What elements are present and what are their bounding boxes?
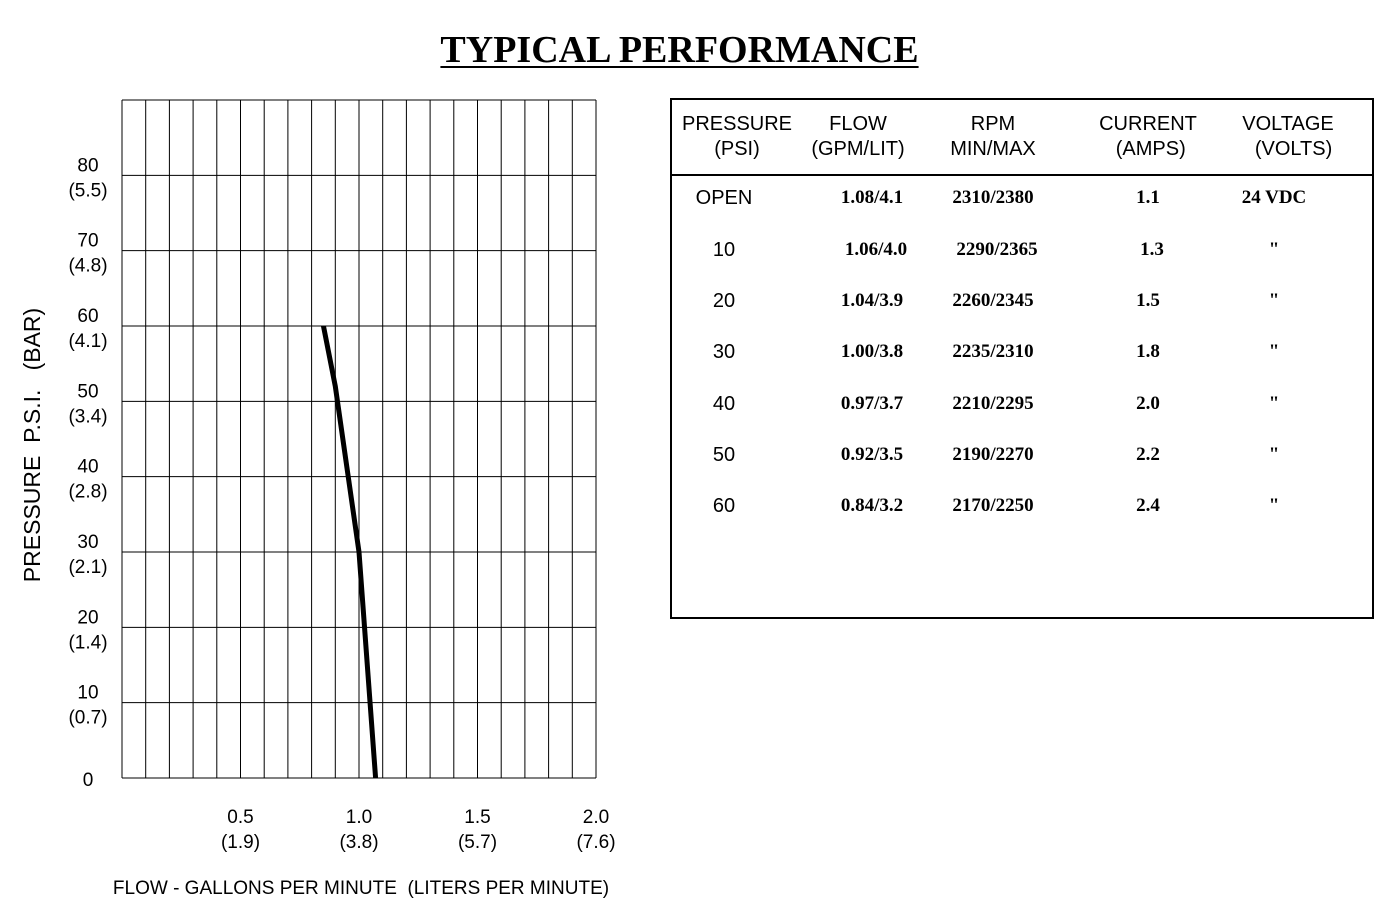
cell-pressure: 50 bbox=[712, 444, 736, 466]
y-tick-label: 0 bbox=[83, 770, 94, 791]
cell-rpm: 2210/2295 bbox=[952, 393, 1034, 414]
x-tick-label: 2.0 bbox=[583, 807, 609, 828]
cell-voltage: 24 VDC bbox=[1241, 187, 1307, 208]
cell-pressure: 30 bbox=[712, 341, 736, 363]
cell-pressure: 10 bbox=[712, 239, 736, 261]
header-rpm-line-1: RPM bbox=[970, 113, 1016, 135]
cell-rpm: 2310/2380 bbox=[952, 187, 1034, 208]
y-tick-label: 70 bbox=[77, 231, 98, 252]
header-current-line-2: (AMPS) bbox=[1110, 138, 1186, 160]
y-tick-sublabel: (4.8) bbox=[68, 256, 107, 277]
table-row: 60 0.84/3.2 2170/2250 2.4 " bbox=[672, 495, 1372, 525]
cell-flow: 1.08/4.1 bbox=[840, 187, 904, 208]
cell-voltage: " bbox=[1268, 393, 1280, 414]
y-tick-label: 60 bbox=[77, 306, 98, 327]
header-pressure-line-2: (PSI) bbox=[714, 138, 760, 160]
y-tick-label: 80 bbox=[77, 155, 98, 176]
header-current-line-1: CURRENT bbox=[1099, 113, 1197, 135]
y-tick-sublabel: (3.4) bbox=[68, 406, 107, 427]
y-tick-sublabel: (5.5) bbox=[68, 180, 107, 201]
cell-rpm: 2190/2270 bbox=[952, 444, 1034, 465]
cell-flow: 0.97/3.7 bbox=[840, 393, 904, 414]
cell-voltage: " bbox=[1268, 290, 1280, 311]
cell-rpm: 2235/2310 bbox=[952, 341, 1034, 362]
cell-rpm: 2260/2345 bbox=[952, 290, 1034, 311]
cell-current: 1.3 bbox=[1140, 239, 1164, 260]
cell-voltage: " bbox=[1268, 341, 1280, 362]
y-tick-sublabel: (2.1) bbox=[68, 557, 107, 578]
table-row: 40 0.97/3.7 2210/2295 2.0 " bbox=[672, 393, 1372, 423]
x-tick-label: 0.5 bbox=[227, 807, 253, 828]
table-row: OPEN 1.08/4.1 2310/2380 1.1 24 VDC bbox=[672, 187, 1372, 217]
chart-series bbox=[320, 325, 379, 779]
cell-pressure: 20 bbox=[712, 290, 736, 312]
y-tick-label: 30 bbox=[77, 532, 98, 553]
header-current: CURRENT (AMPS) bbox=[1083, 112, 1213, 162]
cell-flow: 0.92/3.5 bbox=[840, 444, 904, 465]
cell-flow: 0.84/3.2 bbox=[840, 495, 904, 516]
chart-grid bbox=[121, 99, 597, 779]
y-tick-label: 50 bbox=[77, 381, 98, 402]
cell-pressure: 60 bbox=[712, 495, 736, 517]
header-flow: FLOW (GPM/LIT) bbox=[793, 112, 923, 162]
cell-rpm: 2290/2365 bbox=[956, 239, 1038, 260]
table-header: PRESSURE (PSI) FLOW (GPM/LIT) RPM MIN/MAX CURR… bbox=[672, 100, 1372, 176]
chart-tick-labels: 0 10 (0.7) 20 (1.4) 30 (2.1) 40 (2.8) 50 (3.4) 60 (4… bbox=[68, 155, 615, 853]
x-tick-label: 1.0 bbox=[346, 807, 372, 828]
y-tick-label: 20 bbox=[77, 607, 98, 628]
x-tick-sublabel: (5.7) bbox=[458, 832, 497, 853]
cell-current: 2.0 bbox=[1136, 393, 1160, 414]
cell-flow: 1.06/4.0 bbox=[844, 239, 908, 260]
y-tick-label: 10 bbox=[77, 683, 98, 704]
table-row: 30 1.00/3.8 2235/2310 1.8 " bbox=[672, 341, 1372, 371]
cell-current: 1.8 bbox=[1136, 341, 1160, 362]
y-axis-label: PRESSURE P.S.I. (BAR) bbox=[19, 308, 45, 582]
cell-flow: 1.00/3.8 bbox=[840, 341, 904, 362]
cell-flow: 1.04/3.9 bbox=[840, 290, 904, 311]
page-title: TYPICAL PERFORMANCE bbox=[0, 28, 1359, 72]
table-row: 10 1.06/4.0 2290/2365 1.3 " bbox=[672, 239, 1372, 269]
x-axis-label: FLOW - GALLONS PER MINUTE (LITERS PER MI… bbox=[113, 878, 609, 899]
cell-voltage: " bbox=[1268, 239, 1280, 260]
x-tick-sublabel: (7.6) bbox=[576, 832, 615, 853]
cell-current: 1.1 bbox=[1136, 187, 1160, 208]
x-tick-label: 1.5 bbox=[464, 807, 490, 828]
table-row: 50 0.92/3.5 2190/2270 2.2 " bbox=[672, 444, 1372, 474]
performance-chart: 0 10 (0.7) 20 (1.4) 30 (2.1) 40 (2.8) 50 (3.4) 60 (4… bbox=[19, 99, 616, 899]
cell-pressure: 40 bbox=[712, 393, 736, 415]
cell-current: 1.5 bbox=[1136, 290, 1160, 311]
y-tick-sublabel: (4.1) bbox=[68, 331, 107, 352]
x-tick-sublabel: (1.9) bbox=[221, 832, 260, 853]
header-flow-line-1: FLOW bbox=[829, 113, 887, 135]
performance-table: PRESSURE (PSI) FLOW (GPM/LIT) RPM MIN/MAX CURR… bbox=[670, 98, 1374, 619]
header-flow-line-2: (GPM/LIT) bbox=[811, 138, 905, 160]
header-voltage: VOLTAGE (VOLTS) bbox=[1223, 112, 1353, 162]
cell-current: 2.2 bbox=[1136, 444, 1160, 465]
cell-voltage: " bbox=[1268, 444, 1280, 465]
title-text: TYPICAL PERFORMANCE bbox=[440, 29, 919, 71]
header-rpm: RPM MIN/MAX bbox=[923, 112, 1063, 162]
cell-rpm: 2170/2250 bbox=[952, 495, 1034, 516]
header-voltage-line-2: (VOLTS) bbox=[1243, 138, 1333, 160]
y-tick-label: 40 bbox=[77, 457, 98, 478]
header-rpm-line-2: MIN/MAX bbox=[950, 138, 1036, 160]
x-tick-sublabel: (3.8) bbox=[339, 832, 378, 853]
y-tick-sublabel: (0.7) bbox=[68, 708, 107, 729]
y-tick-sublabel: (2.8) bbox=[68, 482, 107, 503]
table-row: 20 1.04/3.9 2260/2345 1.5 " bbox=[672, 290, 1372, 320]
header-voltage-line-1: VOLTAGE bbox=[1242, 113, 1334, 135]
header-pressure: PRESSURE (PSI) bbox=[672, 112, 802, 162]
cell-voltage: " bbox=[1268, 495, 1280, 516]
header-pressure-line-1: PRESSURE bbox=[681, 113, 793, 135]
performance-curve bbox=[320, 325, 379, 779]
cell-current: 2.4 bbox=[1136, 495, 1160, 516]
cell-pressure: OPEN bbox=[695, 187, 753, 209]
y-tick-sublabel: (1.4) bbox=[68, 632, 107, 653]
